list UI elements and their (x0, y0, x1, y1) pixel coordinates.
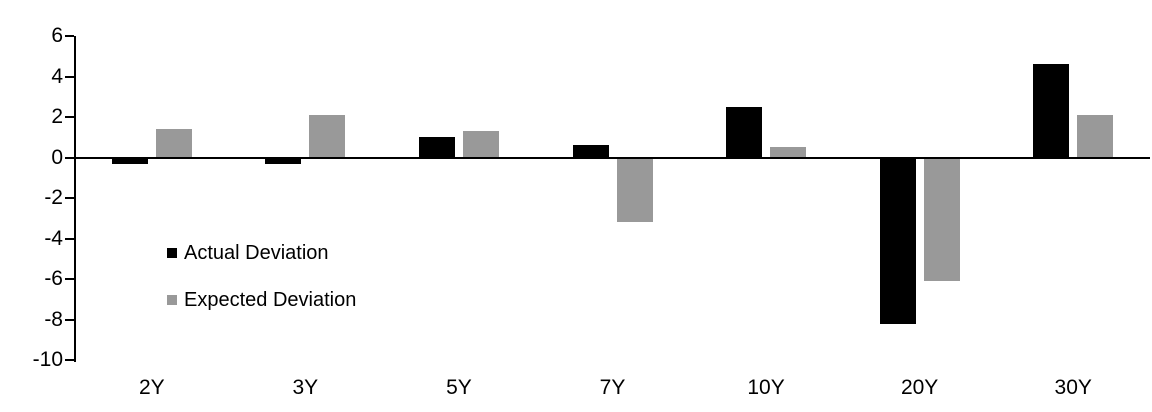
bar-actual-30Y (1033, 64, 1070, 158)
bar-expected-7Y (616, 157, 653, 223)
x-category-label-3Y: 3Y (292, 376, 319, 399)
y-tick-mark (64, 197, 74, 199)
x-category-label-30Y: 30Y (1054, 376, 1092, 399)
y-tick-label: -6 (44, 267, 63, 290)
legend-label-actual-deviation: Actual Deviation (184, 242, 329, 264)
legend-label-expected-deviation: Expected Deviation (184, 289, 357, 311)
legend-swatch-actual-deviation (167, 248, 177, 258)
bar-expected-30Y (1077, 114, 1114, 158)
y-tick-label: -2 (44, 186, 63, 209)
y-tick-label: 2 (51, 105, 63, 128)
bar-expected-3Y (309, 114, 346, 158)
x-category-label-7Y: 7Y (599, 376, 626, 399)
bar-expected-20Y (923, 157, 960, 282)
x-category-label-20Y: 20Y (900, 376, 939, 399)
y-tick-label: 4 (51, 64, 63, 88)
y-tick-label: 0 (51, 145, 63, 169)
x-category-label-5Y: 5Y (446, 376, 472, 399)
y-tick-mark (64, 318, 74, 321)
bar-expected-5Y (462, 131, 499, 158)
y-tick-mark (64, 237, 74, 240)
bar-actual-20Y (879, 157, 916, 324)
legend-item-actual-deviation: Actual Deviation (167, 240, 356, 266)
bar-actual-2Y (111, 157, 148, 164)
y-axis-line (73, 35, 76, 362)
x-axis-zero-line (73, 156, 1150, 159)
legend: Actual Deviation Expected Deviation (167, 240, 356, 313)
legend-item-expected-deviation: Expected Deviation (167, 287, 356, 313)
y-tick-mark (64, 35, 74, 37)
y-tick-mark (64, 359, 74, 361)
y-tick-label: -8 (44, 307, 63, 331)
y-tick-label: -4 (44, 226, 63, 250)
x-category-label-2Y: 2Y (138, 376, 165, 399)
y-tick-mark (64, 116, 74, 118)
x-category-label-10Y: 10Y (747, 376, 785, 399)
bar-actual-5Y (418, 137, 455, 158)
bar-actual-7Y (572, 145, 609, 158)
y-tick-mark (64, 75, 74, 78)
bar-expected-2Y (155, 129, 192, 158)
legend-swatch-expected-deviation (167, 295, 177, 305)
bar-expected-10Y (770, 147, 807, 158)
y-tick-label: 6 (51, 24, 63, 47)
y-tick-label: -10 (32, 348, 63, 371)
y-tick-mark (64, 156, 74, 159)
bar-actual-3Y (265, 157, 302, 164)
y-tick-mark (64, 278, 74, 280)
bar-actual-10Y (726, 106, 763, 158)
